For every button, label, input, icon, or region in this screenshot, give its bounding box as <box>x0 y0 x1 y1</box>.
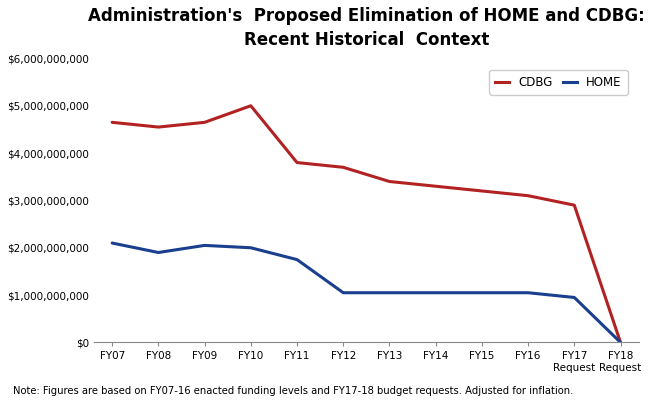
Legend: CDBG, HOME: CDBG, HOME <box>489 70 628 95</box>
Title: Administration's  Proposed Elimination of HOME and CDBG:
Recent Historical  Cont: Administration's Proposed Elimination of… <box>88 7 645 48</box>
Text: Note: Figures are based on FY07-16 enacted funding levels and FY17-18 budget req: Note: Figures are based on FY07-16 enact… <box>13 386 573 396</box>
